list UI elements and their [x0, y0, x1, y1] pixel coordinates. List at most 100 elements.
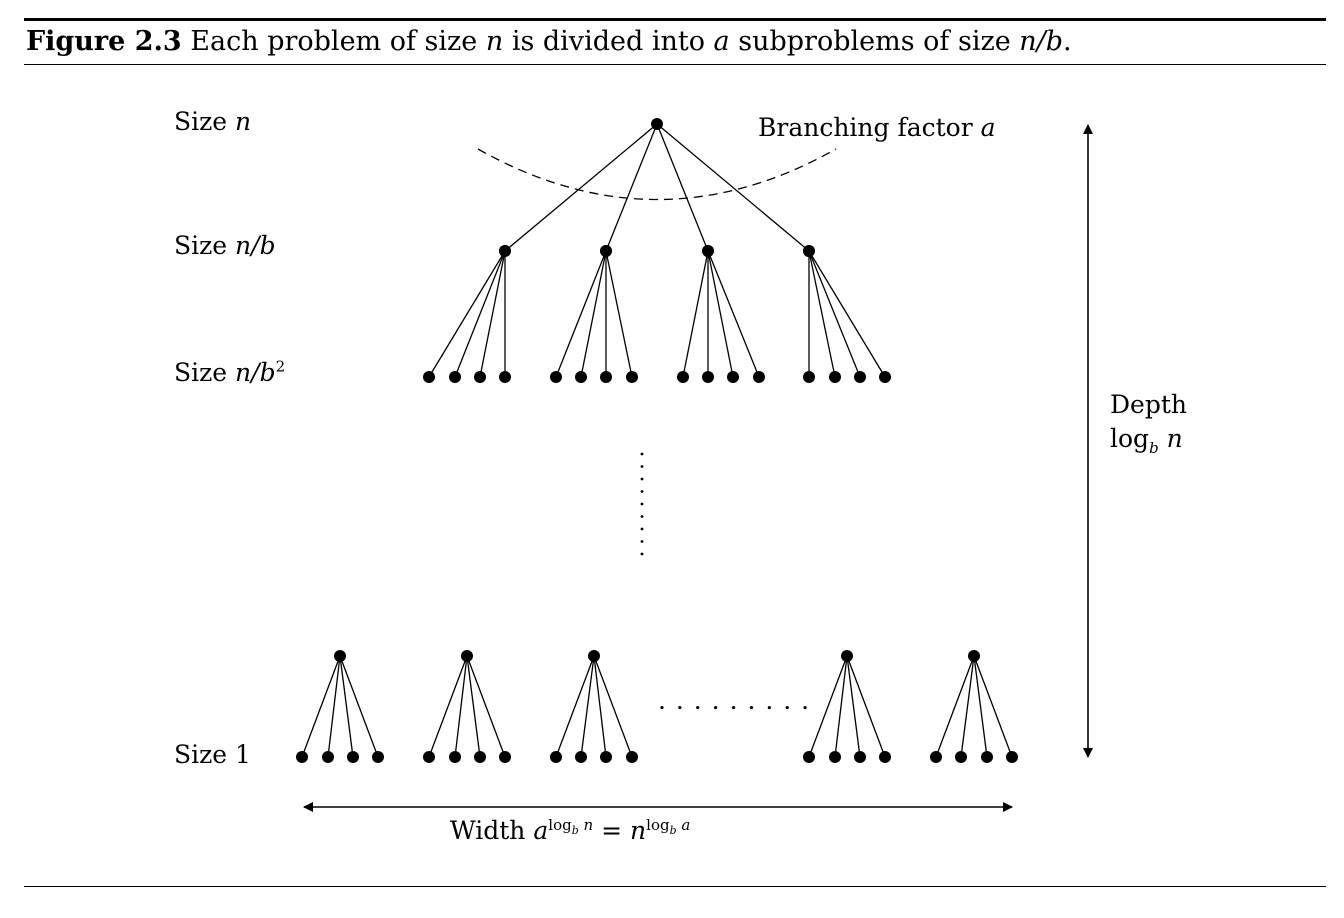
tree-edge	[808, 250, 886, 378]
node-level-2	[829, 371, 841, 383]
figure-caption: Figure 2.3 Each problem of size n is div…	[26, 24, 1072, 60]
node-level-2	[702, 371, 714, 383]
node-leaf	[1006, 751, 1018, 763]
tree-edge	[960, 655, 975, 758]
branching-var: a	[980, 113, 996, 142]
tree-edges	[301, 123, 1013, 758]
label-size-n-over-b-squared: Size n/b2	[174, 358, 285, 388]
node-level-2	[600, 371, 612, 383]
top-rule	[24, 18, 1326, 21]
caption-text-2: is divided into	[503, 26, 714, 57]
node-leaf	[600, 751, 612, 763]
tree-edge	[580, 250, 607, 378]
node-leaf	[372, 751, 384, 763]
tree-edge	[973, 655, 988, 758]
ellipsis-dot	[640, 552, 644, 556]
node-leaf	[499, 751, 511, 763]
tree-edge	[555, 250, 607, 378]
size-expr: 1	[235, 740, 251, 769]
node-bottom-parent	[968, 650, 980, 662]
width-lhs-log: log	[548, 815, 572, 834]
ellipsis-dot	[640, 515, 644, 518]
node-level-2	[854, 371, 866, 383]
size-exponent: 2	[275, 357, 286, 376]
node-level-2	[727, 371, 739, 383]
tree-edge	[846, 655, 886, 758]
node-bottom-parent	[461, 650, 473, 662]
width-equals: =	[593, 816, 631, 845]
width-rhs-log-arg: a	[676, 815, 691, 834]
node-level-2	[753, 371, 765, 383]
tree-edge	[846, 655, 861, 758]
tree-edge	[301, 655, 341, 758]
node-level-2	[626, 371, 638, 383]
tree-edge	[808, 655, 848, 758]
tree-edge	[605, 123, 658, 252]
tree-edge	[454, 250, 506, 378]
vertical-ellipsis	[640, 452, 644, 556]
depth-arg: n	[1158, 424, 1183, 453]
label-size-1: Size 1	[174, 740, 251, 770]
node-leaf	[347, 751, 359, 763]
bottom-rule	[24, 886, 1326, 887]
tree-edge	[466, 655, 506, 758]
tree-edge	[808, 250, 861, 378]
ellipsis-dot	[640, 477, 644, 481]
tree-edge	[327, 655, 341, 758]
ellipsis-dot	[640, 452, 644, 456]
size-word: Size	[174, 740, 236, 769]
node-leaf	[829, 751, 841, 763]
tree-edge	[479, 250, 506, 378]
label-depth-value: logb n	[1110, 424, 1183, 456]
size-word: Size	[174, 358, 236, 387]
node-level-1	[702, 245, 714, 257]
horizontal-ellipsis: . . . . . . . . .	[658, 686, 811, 715]
node-level-2	[550, 371, 562, 383]
node-level-1	[600, 245, 612, 257]
node-level-2	[423, 371, 435, 383]
tree-edge	[428, 250, 506, 378]
width-rhs-log: log	[646, 815, 670, 834]
caption-rule	[24, 64, 1326, 65]
width-rhs-log-base: b	[669, 823, 677, 837]
node-level-2	[677, 371, 689, 383]
tree-edge	[593, 655, 607, 758]
node-leaf	[930, 751, 942, 763]
node-bottom-parent	[334, 650, 346, 662]
node-level-2	[575, 371, 587, 383]
node-leaf	[981, 751, 993, 763]
width-rhs-base: n	[630, 816, 647, 845]
label-size-n-over-b: Size n/b	[174, 231, 276, 261]
label-size-n: Size n	[174, 107, 251, 137]
node-level-1	[499, 245, 511, 257]
tree-nodes	[296, 118, 1018, 763]
tree-edge	[707, 250, 734, 378]
ellipsis-dot	[640, 502, 644, 506]
ellipsis-dot	[640, 465, 644, 468]
tree-edge	[973, 655, 1013, 758]
label-width: Width alogb n = nlogb a	[450, 816, 690, 846]
tree-edge	[656, 123, 810, 252]
tree-edge	[834, 655, 848, 758]
size-expr: n/b	[235, 231, 276, 260]
node-level-2	[879, 371, 891, 383]
tree-edge	[935, 655, 975, 758]
node-leaf	[474, 751, 486, 763]
node-level-2	[803, 371, 815, 383]
tree-edge	[605, 250, 633, 378]
tree-edge	[339, 655, 379, 758]
tree-edge	[454, 655, 468, 758]
tree-edge	[593, 655, 633, 758]
depth-log: log	[1110, 424, 1150, 453]
tree-edge	[428, 655, 468, 758]
branching-arc	[477, 148, 837, 201]
depth-word: Depth	[1110, 390, 1187, 419]
node-leaf	[296, 751, 308, 763]
node-leaf	[449, 751, 461, 763]
label-depth: Depth	[1110, 390, 1187, 420]
node-leaf	[626, 751, 638, 763]
node-bottom-parent	[588, 650, 600, 662]
label-branching-factor: Branching factor a	[758, 113, 996, 143]
width-lhs-log-base: b	[571, 823, 579, 837]
